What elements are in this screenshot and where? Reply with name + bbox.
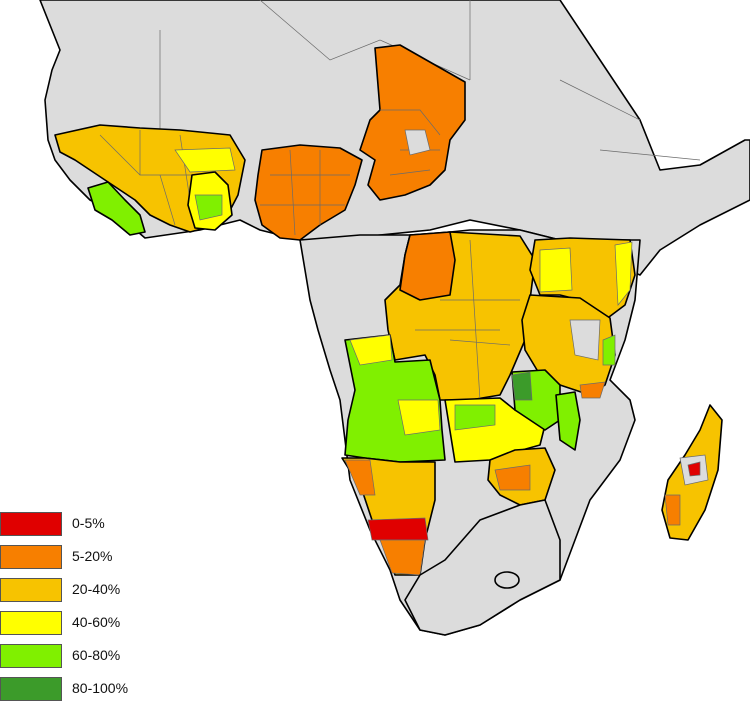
region-chad [359,44,466,201]
legend-swatch [0,611,62,635]
zambia-green [454,404,496,431]
legend-item: 60-80% [0,640,150,673]
legend-label: 80-100% [72,680,129,696]
drc-districts [415,239,520,401]
legend: 0-5% 5-20% 20-40% 40-60% 60-80% 80-100% [0,508,150,706]
legend-swatch [0,578,62,602]
region-drc-north [399,231,456,301]
lesotho [494,571,520,589]
south-africa-landmass [404,499,561,636]
chad-nodata [404,129,431,156]
region-liberia [87,181,146,236]
legend-item: 40-60% [0,607,150,640]
ghana-green [194,194,223,221]
legend-label: 20-40% [72,581,121,597]
malawi-darkgreen [511,371,533,401]
madagascar-orange [664,494,681,526]
legend-swatch [0,644,62,668]
legend-item: 0-5% [0,508,150,541]
namibia-red [367,517,429,541]
angola-yellow-a [397,399,441,436]
legend-item: 80-100% [0,673,150,706]
zimbabwe-orange [494,464,531,491]
legend-item: 5-20% [0,541,150,574]
west-africa-districts [99,130,200,226]
tanzania-orange [579,381,606,399]
legend-swatch [0,677,62,701]
north-borders [159,0,701,161]
tanzania-nodata [569,319,601,361]
legend-swatch [0,545,62,569]
namibia-orange-a [344,459,376,496]
burkina-yellow [174,147,236,173]
kenya-coast [614,241,633,306]
legend-label: 5-20% [72,548,113,564]
legend-swatch [0,512,62,536]
region-mozambique-strip [555,391,581,451]
legend-item: 20-40% [0,574,150,607]
uganda-yellow [539,247,573,293]
legend-label: 0-5% [72,515,105,531]
tanzania-green [602,334,616,366]
legend-label: 40-60% [72,614,121,630]
legend-label: 60-80% [72,647,121,663]
angola-yellow-b [349,334,393,366]
nigeria-districts [260,149,350,236]
madagascar-red [687,461,701,477]
